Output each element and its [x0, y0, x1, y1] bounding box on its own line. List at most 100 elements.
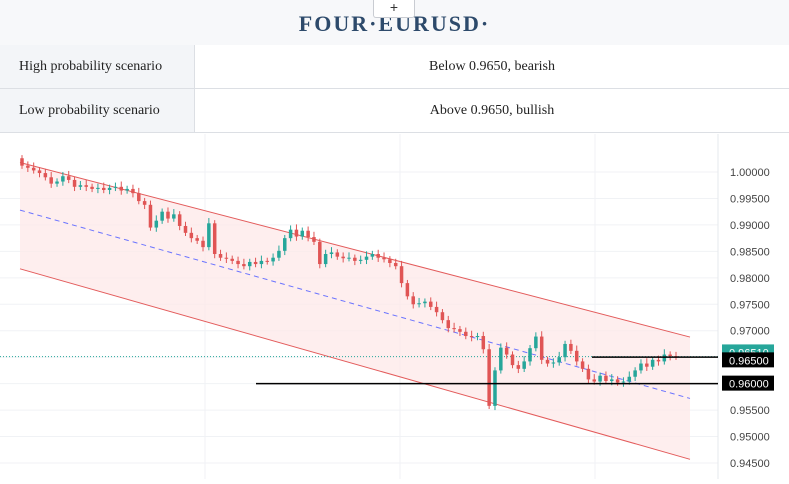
candle-body[interactable]	[184, 226, 188, 233]
candle-body[interactable]	[225, 258, 229, 259]
candle-body[interactable]	[347, 258, 351, 259]
candle-body[interactable]	[38, 170, 42, 173]
candle-body[interactable]	[505, 348, 509, 355]
candle-body[interactable]	[137, 193, 141, 201]
candle-body[interactable]	[458, 329, 462, 332]
candle-body[interactable]	[201, 241, 205, 247]
candle-body[interactable]	[411, 296, 415, 304]
candle-body[interactable]	[487, 349, 491, 406]
candle-body[interactable]	[213, 223, 217, 254]
candle-body[interactable]	[417, 303, 421, 304]
candle-body[interactable]	[353, 258, 357, 261]
candle-body[interactable]	[318, 242, 322, 264]
candle-body[interactable]	[166, 212, 170, 219]
candle-body[interactable]	[522, 361, 526, 368]
candle-body[interactable]	[663, 355, 667, 362]
candle-body[interactable]	[476, 336, 480, 337]
candle-body[interactable]	[236, 261, 240, 264]
candle-body[interactable]	[172, 214, 176, 218]
candle-body[interactable]	[587, 369, 591, 380]
candle-body[interactable]	[499, 348, 503, 371]
candle-body[interactable]	[90, 187, 94, 189]
candle-body[interactable]	[271, 258, 275, 262]
candle-body[interactable]	[441, 312, 445, 320]
candle-body[interactable]	[61, 176, 65, 181]
price-chart[interactable]: 1.000000.995000.990000.985000.980000.975…	[0, 134, 789, 479]
candle-body[interactable]	[248, 262, 252, 266]
candle-body[interactable]	[277, 251, 281, 258]
candle-body[interactable]	[633, 370, 637, 376]
candle-body[interactable]	[604, 376, 608, 381]
candle-body[interactable]	[470, 336, 474, 337]
candle-body[interactable]	[295, 230, 299, 237]
candle-body[interactable]	[32, 168, 36, 171]
candle-body[interactable]	[622, 382, 626, 383]
candle-body[interactable]	[552, 362, 556, 363]
candle-body[interactable]	[452, 328, 456, 329]
candle-body[interactable]	[289, 230, 293, 238]
candle-body[interactable]	[435, 307, 439, 312]
candle-body[interactable]	[376, 254, 380, 258]
candle-body[interactable]	[540, 337, 544, 360]
candle-body[interactable]	[67, 176, 71, 180]
candle-body[interactable]	[178, 214, 182, 226]
candle-body[interactable]	[382, 258, 386, 260]
candle-body[interactable]	[84, 185, 88, 187]
candle-body[interactable]	[534, 337, 538, 349]
candle-body[interactable]	[49, 177, 53, 183]
candle-body[interactable]	[102, 188, 106, 190]
candle-body[interactable]	[668, 355, 672, 357]
candle-body[interactable]	[125, 189, 129, 191]
candle-body[interactable]	[598, 376, 602, 382]
candle-body[interactable]	[341, 257, 345, 259]
candle-body[interactable]	[79, 185, 83, 187]
candle-body[interactable]	[365, 257, 369, 260]
candle-body[interactable]	[546, 360, 550, 364]
candle-body[interactable]	[242, 264, 246, 266]
candle-body[interactable]	[592, 379, 596, 381]
candle-body[interactable]	[581, 361, 585, 368]
candle-body[interactable]	[330, 252, 334, 254]
candle-body[interactable]	[616, 379, 620, 382]
candle-body[interactable]	[447, 320, 451, 328]
candle-body[interactable]	[108, 188, 112, 190]
candle-body[interactable]	[265, 261, 269, 262]
candle-body[interactable]	[96, 188, 100, 189]
candle-body[interactable]	[400, 266, 404, 283]
candle-body[interactable]	[657, 360, 661, 362]
candle-body[interactable]	[114, 187, 118, 188]
candle-body[interactable]	[517, 365, 521, 369]
candle-body[interactable]	[44, 173, 48, 177]
candle-body[interactable]	[26, 166, 30, 168]
candle-body[interactable]	[423, 302, 427, 304]
candle-body[interactable]	[155, 221, 159, 228]
candle-body[interactable]	[301, 231, 305, 237]
candle-body[interactable]	[131, 189, 135, 193]
candle-body[interactable]	[336, 252, 340, 256]
candle-body[interactable]	[628, 377, 632, 382]
candle-body[interactable]	[610, 379, 614, 381]
candle-body[interactable]	[73, 180, 77, 187]
candle-body[interactable]	[493, 370, 497, 405]
candle-body[interactable]	[406, 283, 410, 296]
candle-body[interactable]	[639, 364, 643, 371]
candle-body[interactable]	[359, 260, 363, 261]
candle-body[interactable]	[482, 336, 486, 349]
candle-body[interactable]	[120, 187, 124, 191]
candle-body[interactable]	[149, 205, 153, 228]
candle-body[interactable]	[20, 158, 24, 165]
candle-body[interactable]	[557, 357, 561, 362]
candle-body[interactable]	[160, 212, 164, 221]
candle-body[interactable]	[651, 360, 655, 367]
candle-body[interactable]	[324, 254, 328, 264]
candle-body[interactable]	[528, 348, 532, 361]
candle-body[interactable]	[511, 355, 515, 366]
candle-body[interactable]	[254, 262, 258, 264]
candle-body[interactable]	[394, 263, 398, 266]
candle-body[interactable]	[195, 238, 199, 241]
candle-body[interactable]	[306, 231, 310, 237]
candle-body[interactable]	[645, 364, 649, 367]
candle-body[interactable]	[260, 261, 264, 264]
add-button[interactable]: +	[373, 0, 415, 18]
